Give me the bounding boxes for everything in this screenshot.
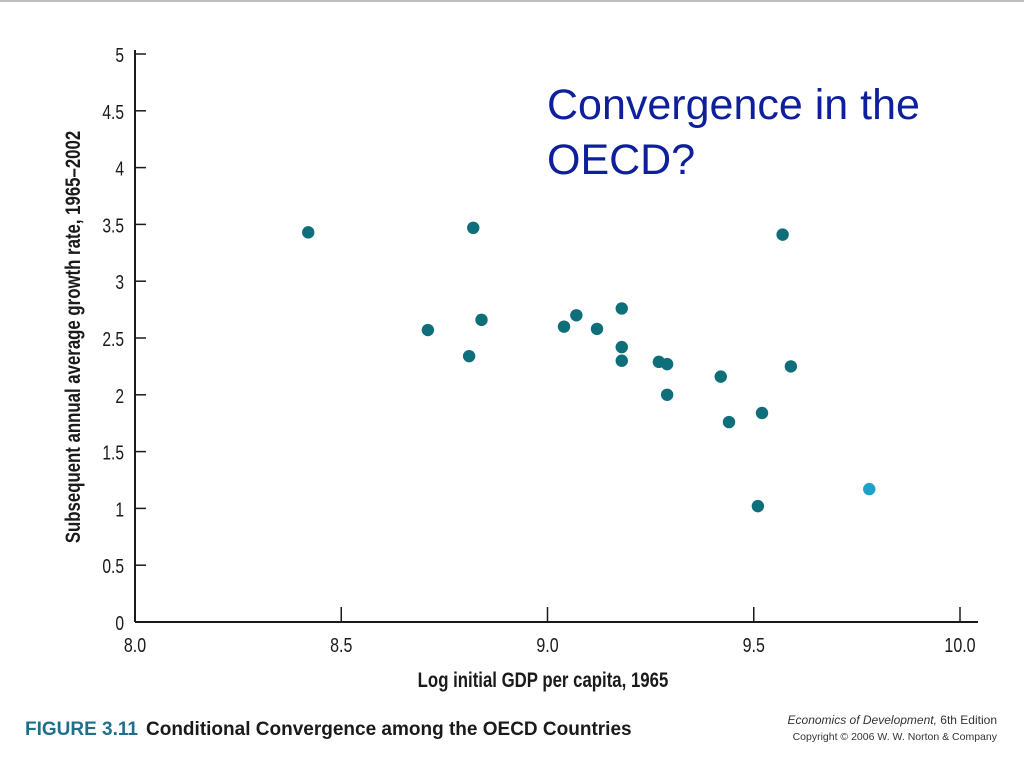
data-point <box>590 322 604 336</box>
figure-caption-text: Conditional Convergence among the OECD C… <box>146 719 632 740</box>
y-tick-label: 3.5 <box>102 215 124 237</box>
x-axis-label: Log initial GDP per capita, 1965 <box>418 669 669 692</box>
x-tick-label: 8.5 <box>330 634 352 656</box>
copyright-notice: Copyright © 2006 W. W. Norton & Company <box>792 731 997 743</box>
y-tick-label: 3 <box>115 271 124 293</box>
highlighted-data-point <box>863 482 876 496</box>
x-tick-label: 8.0 <box>124 634 146 656</box>
y-tick-label: 5 <box>115 44 124 66</box>
x-tick-label: 9.0 <box>536 634 558 656</box>
data-point <box>615 302 628 315</box>
data-point <box>302 226 315 239</box>
data-point <box>462 349 476 363</box>
data-point <box>557 320 571 333</box>
top-rule <box>0 0 1024 2</box>
data-point <box>660 357 674 371</box>
data-point <box>776 228 789 241</box>
data-point <box>755 406 769 420</box>
y-tick-label: 1 <box>115 499 124 521</box>
y-tick-label: 2 <box>115 385 124 407</box>
book-edition: 6th Edition <box>940 713 997 727</box>
data-point <box>784 360 798 373</box>
data-point <box>570 309 583 322</box>
data-point <box>467 221 480 235</box>
data-point <box>421 323 435 337</box>
y-tick-label: 1.5 <box>102 442 124 464</box>
data-point <box>615 340 628 354</box>
slide-title: Convergence in the OECD? <box>547 81 920 184</box>
data-point <box>615 354 628 367</box>
figure-label: FIGURE 3.11 <box>25 719 138 740</box>
figure-caption: FIGURE 3.11 Conditional Convergence among… <box>25 719 632 741</box>
y-tick-label: 4.5 <box>102 101 124 123</box>
y-tick-label: 4 <box>115 158 124 180</box>
x-tick-label: 10.0 <box>944 634 975 656</box>
book-credit: Economics of Development, 6th Edition Co… <box>788 712 997 746</box>
data-point <box>722 415 736 429</box>
book-title: Economics of Development, <box>787 713 937 727</box>
y-tick-label: 2.5 <box>102 328 124 350</box>
x-tick-label: 9.5 <box>743 634 765 656</box>
data-point <box>751 499 765 513</box>
y-tick-label: 0 <box>115 612 124 634</box>
data-point <box>714 370 727 383</box>
data-point <box>475 313 488 327</box>
data-point <box>660 388 674 401</box>
y-axis-label: Subsequent annual average growth rate, 1… <box>62 131 85 543</box>
y-tick-label: 0.5 <box>102 555 124 577</box>
